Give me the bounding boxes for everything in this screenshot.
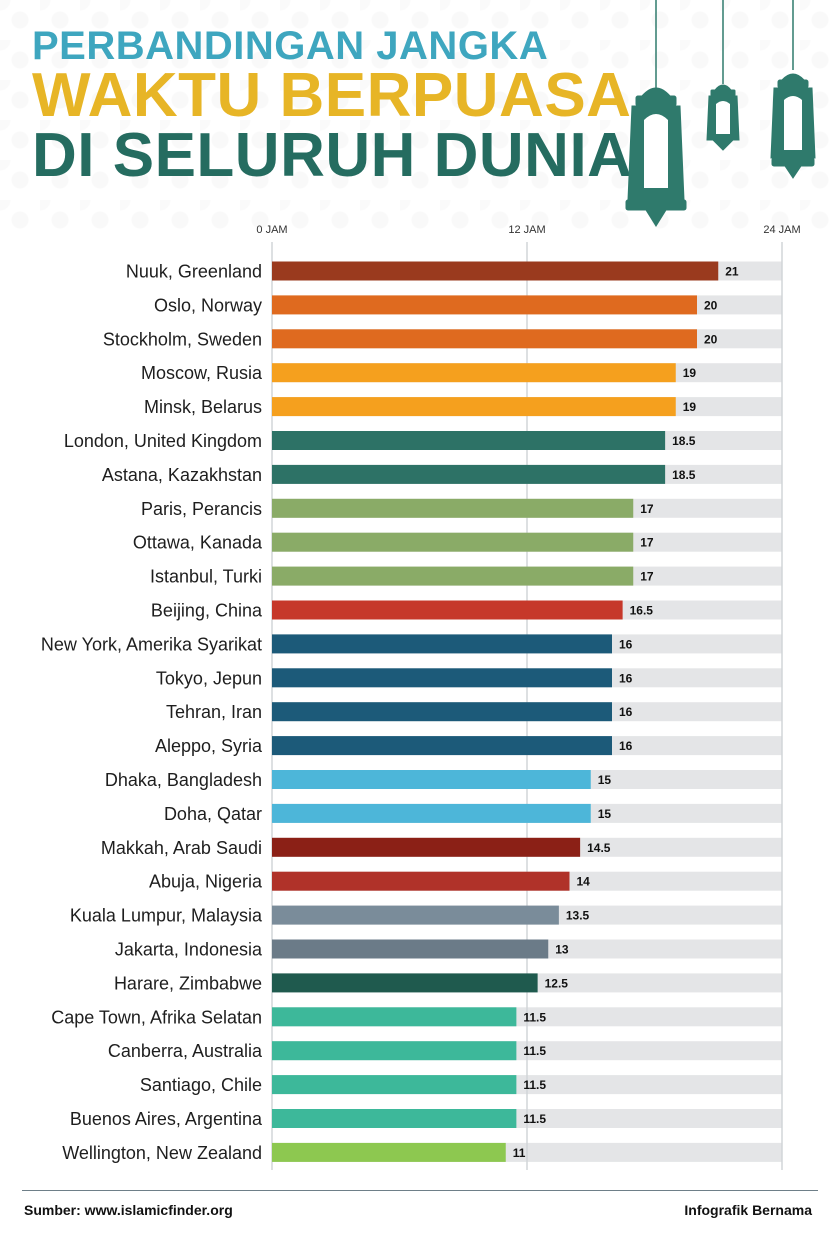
value-label: 16 <box>619 671 633 685</box>
category-label: Istanbul, Turki <box>150 567 262 587</box>
value-label: 14.5 <box>587 841 611 855</box>
category-label: Minsk, Belarus <box>144 397 262 417</box>
category-label: Canberra, Australia <box>108 1041 263 1061</box>
value-label: 16 <box>619 705 633 719</box>
category-label: Tokyo, Jepun <box>156 668 262 688</box>
bar <box>272 1109 517 1128</box>
bar <box>272 837 581 857</box>
value-label: 16 <box>619 637 633 651</box>
category-label: Dhaka, Bangladesh <box>105 770 262 790</box>
bar <box>272 464 666 484</box>
credit-text: Infografik Bernama <box>684 1202 812 1218</box>
bar <box>272 668 612 688</box>
category-label: Makkah, Arab Saudi <box>101 838 262 858</box>
value-label: 14 <box>577 875 591 889</box>
category-label: Kuala Lumpur, Malaysia <box>70 906 263 926</box>
footer-divider <box>22 1190 818 1191</box>
lantern-icon <box>706 0 740 151</box>
bar <box>272 363 676 383</box>
category-label: Oslo, Norway <box>154 295 262 315</box>
category-label: Abuja, Nigeria <box>149 872 263 892</box>
category-label: Tehran, Iran <box>166 702 262 722</box>
bar <box>272 600 623 620</box>
bar <box>272 295 697 315</box>
value-label: 12.5 <box>545 976 569 990</box>
value-label: 20 <box>704 298 718 312</box>
bar <box>272 1075 517 1095</box>
lantern-icon <box>770 0 816 179</box>
bar <box>272 1041 517 1061</box>
bar <box>272 1142 506 1162</box>
category-label: Cape Town, Afrika Selatan <box>51 1007 262 1027</box>
category-label: Santiago, Chile <box>140 1075 262 1095</box>
bar <box>272 397 676 417</box>
lanterns-decoration <box>625 0 816 227</box>
category-label: New York, Amerika Syarikat <box>41 634 262 654</box>
bar <box>272 702 612 722</box>
value-label: 15 <box>598 807 612 821</box>
bar <box>272 1007 517 1027</box>
title-line-2: WAKTU BERPUASA <box>32 61 632 130</box>
value-label: 11.5 <box>523 1078 546 1092</box>
value-label: 17 <box>640 570 654 584</box>
category-label: Wellington, New Zealand <box>62 1143 262 1163</box>
background-pattern <box>0 0 840 230</box>
value-label: 16.5 <box>630 604 654 618</box>
bar <box>272 770 591 789</box>
bar <box>272 871 570 891</box>
category-label: London, United Kingdom <box>64 431 262 451</box>
category-label: Stockholm, Sweden <box>103 329 262 349</box>
source-text: Sumber: www.islamicfinder.org <box>24 1202 233 1218</box>
category-label: Astana, Kazakhstan <box>102 465 262 485</box>
title-line-1: PERBANDINGAN JANGKA <box>32 24 549 68</box>
value-label: 11.5 <box>523 1044 546 1058</box>
category-label: Ottawa, Kanada <box>133 533 263 553</box>
bar-chart: 0 JAM 12 JAM 24 JAM Nuuk, Greenland 21 Oslo, … <box>41 224 801 1170</box>
bar <box>272 566 634 586</box>
lantern-icon <box>625 0 687 227</box>
bar <box>272 498 634 518</box>
value-label: 18.5 <box>672 468 696 482</box>
value-label: 15 <box>598 773 612 787</box>
bar <box>272 973 538 993</box>
value-label: 13.5 <box>566 909 590 923</box>
bar <box>272 431 666 450</box>
bar <box>272 532 634 552</box>
bar <box>272 803 591 823</box>
category-label: Beijing, China <box>151 601 263 621</box>
value-label: 20 <box>704 332 718 346</box>
value-label: 19 <box>683 366 697 380</box>
category-label: Nuuk, Greenland <box>126 262 262 282</box>
value-label: 18.5 <box>672 434 696 448</box>
value-label: 11.5 <box>523 1112 546 1126</box>
value-label: 11 <box>513 1146 526 1160</box>
bar <box>272 736 612 756</box>
value-label: 11.5 <box>523 1010 546 1024</box>
bar <box>272 905 559 925</box>
value-label: 17 <box>640 502 654 516</box>
category-label: Harare, Zimbabwe <box>114 973 262 993</box>
title-line-3: DI SELURUH DUNIA <box>32 121 633 190</box>
category-label: Moscow, Rusia <box>141 363 263 383</box>
category-label: Doha, Qatar <box>164 804 262 824</box>
bar <box>272 329 697 349</box>
category-label: Buenos Aires, Argentina <box>70 1109 263 1129</box>
x-tick-label: 0 JAM <box>256 224 287 236</box>
x-tick-label: 12 JAM <box>508 224 545 236</box>
category-label: Aleppo, Syria <box>155 736 263 756</box>
category-label: Paris, Perancis <box>141 499 262 519</box>
bar <box>272 939 549 959</box>
bar <box>272 634 612 654</box>
value-label: 21 <box>725 265 739 279</box>
value-label: 16 <box>619 739 633 753</box>
x-tick-label: 24 JAM <box>763 224 800 236</box>
value-label: 13 <box>555 943 569 957</box>
category-label: Jakarta, Indonesia <box>115 940 263 960</box>
value-label: 17 <box>640 536 654 550</box>
bar <box>272 261 719 281</box>
value-label: 19 <box>683 400 697 414</box>
